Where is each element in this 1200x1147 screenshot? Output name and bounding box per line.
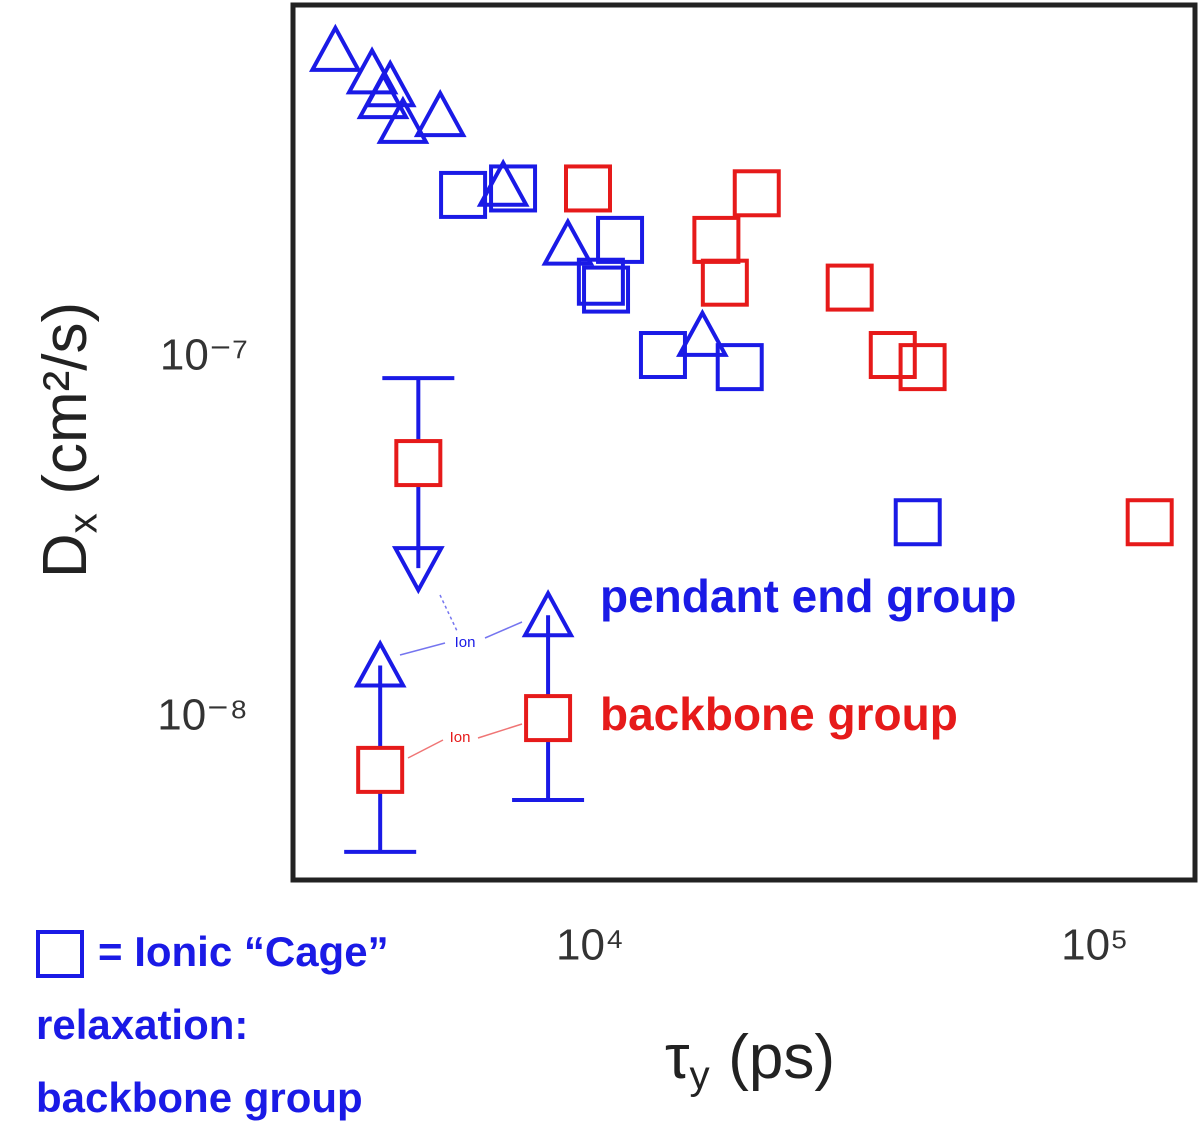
- triangle-marker: [353, 639, 407, 688]
- square-marker: [893, 498, 942, 547]
- triangle-marker: [413, 89, 467, 138]
- square-marker: [1125, 498, 1174, 547]
- label-unit: (cm²/s): [31, 302, 100, 495]
- ion-connector: [407, 739, 444, 759]
- ion-connector: [399, 642, 446, 656]
- xlabel-label: τy (ps): [665, 1023, 835, 1097]
- legend-marker: [36, 930, 84, 978]
- square-marker: [700, 258, 749, 307]
- legend-label: pendant end group: [600, 570, 1017, 622]
- ion-label: Ion: [455, 634, 476, 651]
- ion-connector: [439, 594, 459, 634]
- square-marker: [524, 694, 573, 743]
- square-marker: [732, 169, 781, 218]
- legend-label: backbone group: [36, 1074, 363, 1121]
- square-marker: [692, 215, 741, 264]
- triangle-marker: [308, 23, 362, 72]
- triangle-marker: [521, 589, 575, 638]
- ion-connector: [477, 723, 523, 739]
- square-marker: [868, 331, 917, 380]
- ylabel-label: Dx (cm²/s): [31, 302, 105, 578]
- triangle-marker: [356, 70, 410, 120]
- square-marker: [576, 257, 625, 306]
- legend-label: relaxation:: [36, 1001, 248, 1048]
- square-marker: [439, 170, 488, 219]
- square-marker: [898, 343, 947, 392]
- square-marker: [394, 439, 443, 488]
- square-marker: [582, 265, 631, 314]
- square-marker: [596, 215, 645, 264]
- label-unit: (ps): [728, 1023, 835, 1092]
- x-tick-label: 10⁴: [556, 921, 624, 970]
- triangle-marker: [676, 308, 729, 357]
- label-subscript: y: [689, 1052, 710, 1097]
- y-tick-label: 10⁻⁷: [160, 331, 248, 380]
- square-marker: [356, 745, 405, 794]
- ion-label: Ion: [450, 729, 471, 746]
- label-symbol: D: [31, 533, 100, 578]
- x-tick-label: 10⁵: [1061, 921, 1128, 970]
- square-marker: [825, 263, 874, 312]
- triangle-marker: [376, 95, 430, 144]
- triangle-marker: [391, 546, 445, 595]
- legend-label: backbone group: [600, 688, 958, 740]
- y-tick-label: 10⁻⁸: [157, 691, 248, 740]
- legend-label: = Ionic “Cage”: [98, 928, 389, 975]
- label-symbol: τ: [665, 1023, 690, 1092]
- square-marker: [564, 164, 613, 213]
- label-subscript: x: [60, 513, 105, 533]
- plot-frame: [290, 2, 1198, 883]
- ion-connector: [484, 621, 523, 639]
- square-marker: [489, 164, 538, 213]
- square-marker: [638, 331, 687, 380]
- triangle-marker: [541, 217, 595, 266]
- square-marker: [715, 343, 764, 392]
